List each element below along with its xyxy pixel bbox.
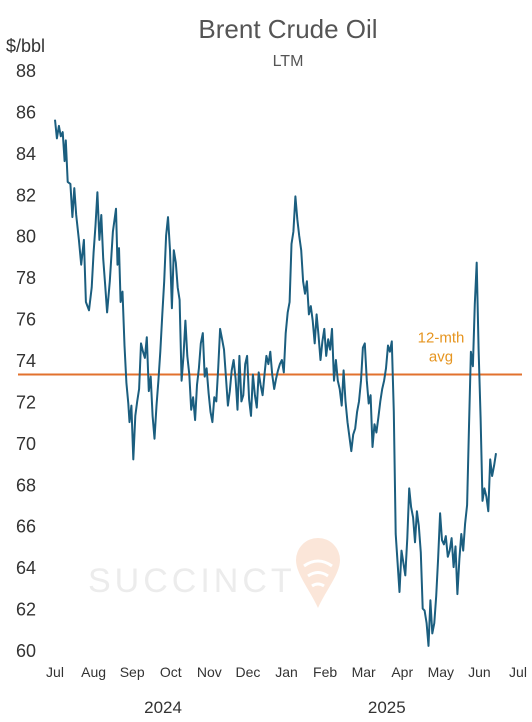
- x-tick-label: Aug: [81, 664, 106, 680]
- x-axis-ticks: Jul Aug Sep Oct Nov Dec Jan Feb Mar Apr May Jun Jul: [46, 664, 527, 680]
- x-tick-label: Nov: [197, 664, 222, 680]
- y-tick-label: 68: [16, 475, 36, 495]
- year-label: 2024: [144, 698, 182, 717]
- y-tick-label: 76: [16, 310, 36, 330]
- x-tick-label: Oct: [160, 664, 182, 680]
- x-tick-label: Jul: [509, 664, 527, 680]
- x-tick-label: Feb: [313, 664, 337, 680]
- average-label-line2: avg: [429, 349, 453, 366]
- average-label-line1: 12-mth: [418, 330, 465, 347]
- y-axis-unit-label: $/bbl: [6, 36, 45, 56]
- y-tick-label: 64: [16, 558, 36, 578]
- watermark: SUCCINCT: [88, 538, 340, 608]
- x-tick-label: Apr: [391, 664, 413, 680]
- x-tick-label: Jan: [275, 664, 298, 680]
- x-tick-label: Sep: [120, 664, 145, 680]
- y-tick-label: 82: [16, 185, 36, 205]
- x-tick-label: Jun: [468, 664, 491, 680]
- y-tick-label: 88: [16, 61, 36, 81]
- chart-title: Brent Crude Oil: [198, 14, 377, 44]
- y-tick-label: 86: [16, 102, 36, 122]
- chart-subtitle: LTM: [273, 53, 304, 70]
- y-tick-label: 80: [16, 227, 36, 247]
- watermark-logo-icon: [296, 538, 340, 608]
- y-tick-label: 70: [16, 434, 36, 454]
- x-tick-label: May: [428, 664, 454, 680]
- y-tick-label: 60: [16, 641, 36, 661]
- price-series-line: [54, 119, 497, 647]
- y-tick-label: 84: [16, 144, 36, 164]
- x-tick-label: Dec: [235, 664, 260, 680]
- y-tick-label: 66: [16, 517, 36, 537]
- y-tick-label: 74: [16, 351, 36, 371]
- year-label: 2025: [368, 698, 406, 717]
- watermark-text: SUCCINCT: [88, 562, 296, 600]
- y-axis-ticks: 60 62 64 66 68 70 72 74 76 78 80 82 84 86 88: [16, 61, 36, 661]
- x-tick-label: Jul: [46, 664, 64, 680]
- y-tick-label: 78: [16, 268, 36, 288]
- y-tick-label: 62: [16, 600, 36, 620]
- year-labels: 2024 2025: [144, 698, 406, 717]
- x-tick-label: Mar: [352, 664, 376, 680]
- y-tick-label: 72: [16, 392, 36, 412]
